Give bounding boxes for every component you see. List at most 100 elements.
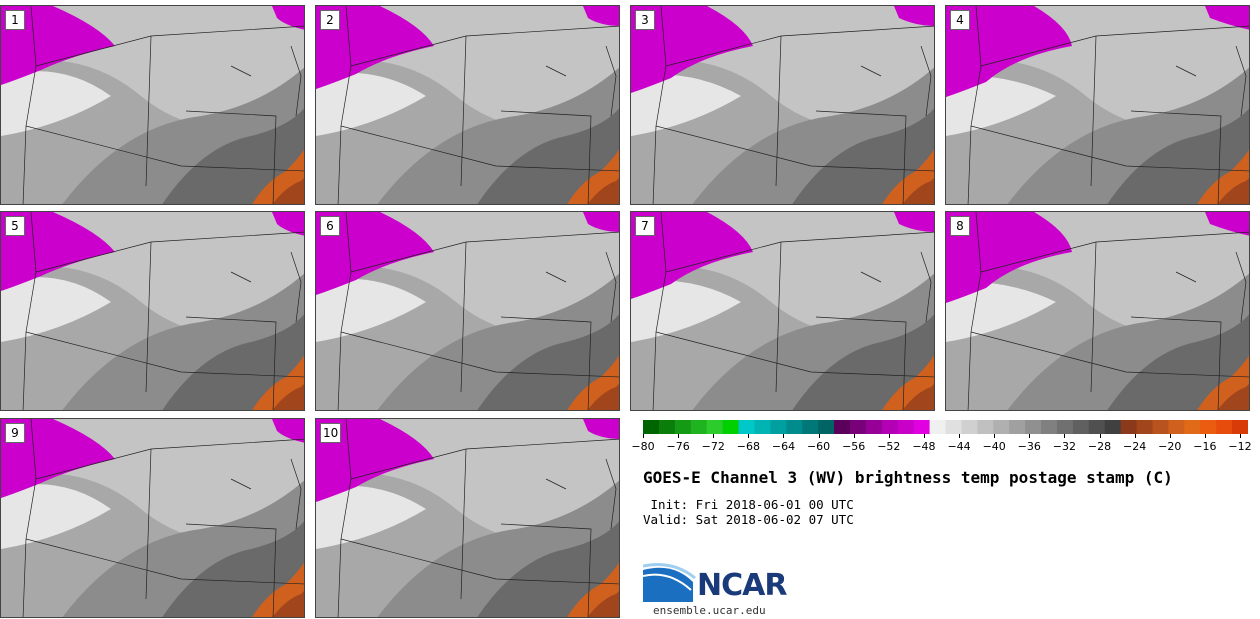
colorbar-swatch bbox=[1104, 420, 1122, 434]
colorbar-swatch bbox=[1200, 420, 1217, 434]
colorbar-tick-mark bbox=[1064, 434, 1066, 438]
colorbar-tick-mark bbox=[994, 434, 996, 438]
colorbar-swatch bbox=[738, 420, 755, 434]
panel-number-label: 3 bbox=[635, 10, 655, 30]
colorbar-tick-label: −48 bbox=[912, 440, 936, 453]
colorbar bbox=[643, 420, 1248, 434]
colorbar-swatch bbox=[1168, 420, 1185, 434]
wv-field-map bbox=[631, 212, 934, 410]
colorbar-tick-mark bbox=[1029, 434, 1031, 438]
wv-field-map bbox=[1, 212, 304, 410]
colorbar-tick-label: −40 bbox=[982, 440, 1006, 453]
colorbar-swatch bbox=[754, 420, 771, 434]
colorbar-tick-mark bbox=[748, 434, 750, 438]
colorbar-tick-label: −44 bbox=[947, 440, 971, 453]
colorbar-swatch bbox=[1009, 420, 1026, 434]
colorbar-tick-label: −16 bbox=[1193, 440, 1217, 453]
wv-field-map bbox=[946, 6, 1249, 204]
colorbar-tick-mark bbox=[923, 434, 925, 438]
wv-field-map bbox=[1, 6, 304, 204]
colorbar-swatch bbox=[722, 420, 740, 434]
chart-title: GOES-E Channel 3 (WV) brightness temp po… bbox=[643, 468, 1173, 487]
map-panel-5: 5 bbox=[0, 211, 305, 411]
colorbar-swatch bbox=[1056, 420, 1074, 434]
colorbar-tick-mark bbox=[643, 434, 644, 438]
colorbar-swatch bbox=[993, 420, 1010, 434]
init-time: Init: Fri 2018-06-01 00 UTC bbox=[643, 497, 854, 512]
colorbar-swatch bbox=[1088, 420, 1106, 434]
map-panel-2: 2 bbox=[315, 5, 620, 205]
map-panel-9: 9 bbox=[0, 418, 305, 618]
colorbar-tick-label: −12 bbox=[1228, 440, 1252, 453]
colorbar-swatch bbox=[1232, 420, 1248, 434]
colorbar-swatch bbox=[1216, 420, 1233, 434]
colorbar-tick-mark bbox=[959, 434, 961, 438]
colorbar-tick-label: −24 bbox=[1123, 440, 1147, 453]
wv-field-map bbox=[316, 212, 619, 410]
wv-field-map bbox=[1, 419, 304, 617]
colorbar-swatch bbox=[929, 420, 946, 434]
colorbar-swatch bbox=[977, 420, 994, 434]
panel-number-label: 10 bbox=[320, 423, 342, 443]
wv-field-map bbox=[316, 6, 619, 204]
colorbar-tick-label: −28 bbox=[1087, 440, 1112, 453]
wv-field-map bbox=[946, 212, 1249, 410]
colorbar-tick-mark bbox=[1099, 434, 1101, 438]
colorbar-swatch bbox=[913, 420, 931, 434]
colorbar-swatch bbox=[1136, 420, 1153, 434]
panel-number-label: 4 bbox=[950, 10, 970, 30]
colorbar-swatch bbox=[1072, 420, 1090, 434]
colorbar-tick-mark bbox=[888, 434, 890, 438]
valid-time: Valid: Sat 2018-06-02 07 UTC bbox=[643, 512, 854, 527]
colorbar-swatch bbox=[849, 420, 867, 434]
colorbar-swatch bbox=[770, 420, 787, 434]
colorbar-swatch bbox=[1184, 420, 1201, 434]
colorbar-tick-mark bbox=[1240, 434, 1241, 438]
colorbar-swatch bbox=[706, 420, 724, 434]
map-panel-4: 4 bbox=[945, 5, 1250, 205]
colorbar-swatch bbox=[690, 420, 708, 434]
colorbar-swatch bbox=[802, 420, 819, 434]
colorbar-tick-label: −20 bbox=[1158, 440, 1182, 453]
map-panel-10: 10 bbox=[315, 418, 620, 618]
panel-number-label: 6 bbox=[320, 216, 340, 236]
logo-text[interactable]: NCAR bbox=[697, 568, 787, 603]
panel-number-label: 2 bbox=[320, 10, 340, 30]
map-panel-7: 7 bbox=[630, 211, 935, 411]
colorbar-tick-label: −32 bbox=[1052, 440, 1077, 453]
colorbar-tick-label: −36 bbox=[1017, 440, 1041, 453]
colorbar-swatch bbox=[643, 420, 660, 434]
map-panel-8: 8 bbox=[945, 211, 1250, 411]
colorbar-tick-label: −56 bbox=[842, 440, 866, 453]
colorbar-swatch bbox=[658, 420, 676, 434]
ncar-logo-icon[interactable] bbox=[643, 562, 793, 604]
colorbar-tick-label: −72 bbox=[701, 440, 725, 453]
colorbar-swatch bbox=[897, 420, 915, 434]
colorbar-swatch bbox=[818, 420, 835, 434]
colorbar-swatch bbox=[881, 420, 899, 434]
panel-number-label: 7 bbox=[635, 216, 655, 236]
colorbar-swatch bbox=[786, 420, 803, 434]
logo-url[interactable]: ensemble.ucar.edu bbox=[653, 604, 766, 617]
colorbar-tick-mark bbox=[678, 434, 680, 438]
colorbar-tick-label: −64 bbox=[771, 440, 796, 453]
colorbar-swatch bbox=[674, 420, 692, 434]
colorbar-swatch bbox=[834, 420, 851, 434]
map-panel-3: 3 bbox=[630, 5, 935, 205]
colorbar-swatch bbox=[1152, 420, 1169, 434]
map-panel-1: 1 bbox=[0, 5, 305, 205]
colorbar-swatch bbox=[961, 420, 978, 434]
colorbar-swatch bbox=[1041, 420, 1058, 434]
colorbar-tick-mark bbox=[1134, 434, 1136, 438]
panel-number-label: 5 bbox=[5, 216, 25, 236]
panel-number-label: 9 bbox=[5, 423, 25, 443]
colorbar-tick-mark bbox=[1169, 434, 1171, 438]
colorbar-tick-mark bbox=[818, 434, 820, 438]
colorbar-tick-mark bbox=[713, 434, 715, 438]
colorbar-swatch bbox=[865, 420, 883, 434]
colorbar-tick-mark bbox=[783, 434, 785, 438]
wv-field-map bbox=[631, 6, 934, 204]
panel-number-label: 1 bbox=[5, 10, 25, 30]
colorbar-swatch bbox=[945, 420, 962, 434]
colorbar-tick-label: −76 bbox=[666, 440, 690, 453]
